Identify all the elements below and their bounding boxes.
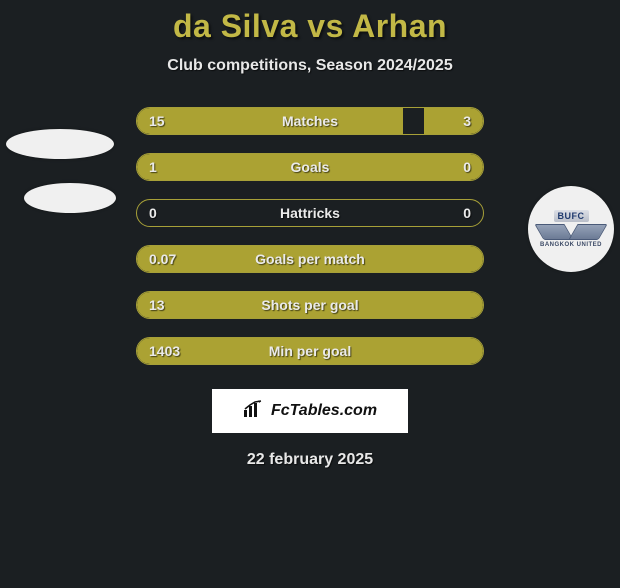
footer-brand: FcTables.com <box>212 389 408 433</box>
stat-label: Goals <box>137 154 483 180</box>
player2-club-badge: BUFC BANGKOK UNITED <box>528 186 614 272</box>
chart-icon <box>243 400 265 423</box>
club-logo: BUFC BANGKOK UNITED <box>539 210 603 248</box>
stat-row: 1Goals0 <box>136 153 484 181</box>
stat-row: 0Hattricks0 <box>136 199 484 227</box>
stat-value-right: 3 <box>463 108 471 134</box>
stat-row: 0.07Goals per match <box>136 245 484 273</box>
stat-value-right: 0 <box>463 154 471 180</box>
stat-row: 15Matches3 <box>136 107 484 135</box>
stat-label: Min per goal <box>137 338 483 364</box>
stat-label: Hattricks <box>137 200 483 226</box>
stat-label: Matches <box>137 108 483 134</box>
page-title: da Silva vs Arhan <box>0 8 620 45</box>
player1-avatar-top <box>6 129 114 159</box>
stat-row: 1403Min per goal <box>136 337 484 365</box>
stat-label: Goals per match <box>137 246 483 272</box>
stat-label: Shots per goal <box>137 292 483 318</box>
footer-date: 22 february 2025 <box>0 451 620 469</box>
page-subtitle: Club competitions, Season 2024/2025 <box>0 57 620 75</box>
wings-icon <box>539 224 603 240</box>
footer-brand-text: FcTables.com <box>271 402 377 420</box>
club-name: BANGKOK UNITED <box>540 242 602 248</box>
stat-value-right: 0 <box>463 200 471 226</box>
player1-avatar-bottom <box>24 183 116 213</box>
stat-row: 13Shots per goal <box>136 291 484 319</box>
club-abbrev: BUFC <box>554 210 589 222</box>
